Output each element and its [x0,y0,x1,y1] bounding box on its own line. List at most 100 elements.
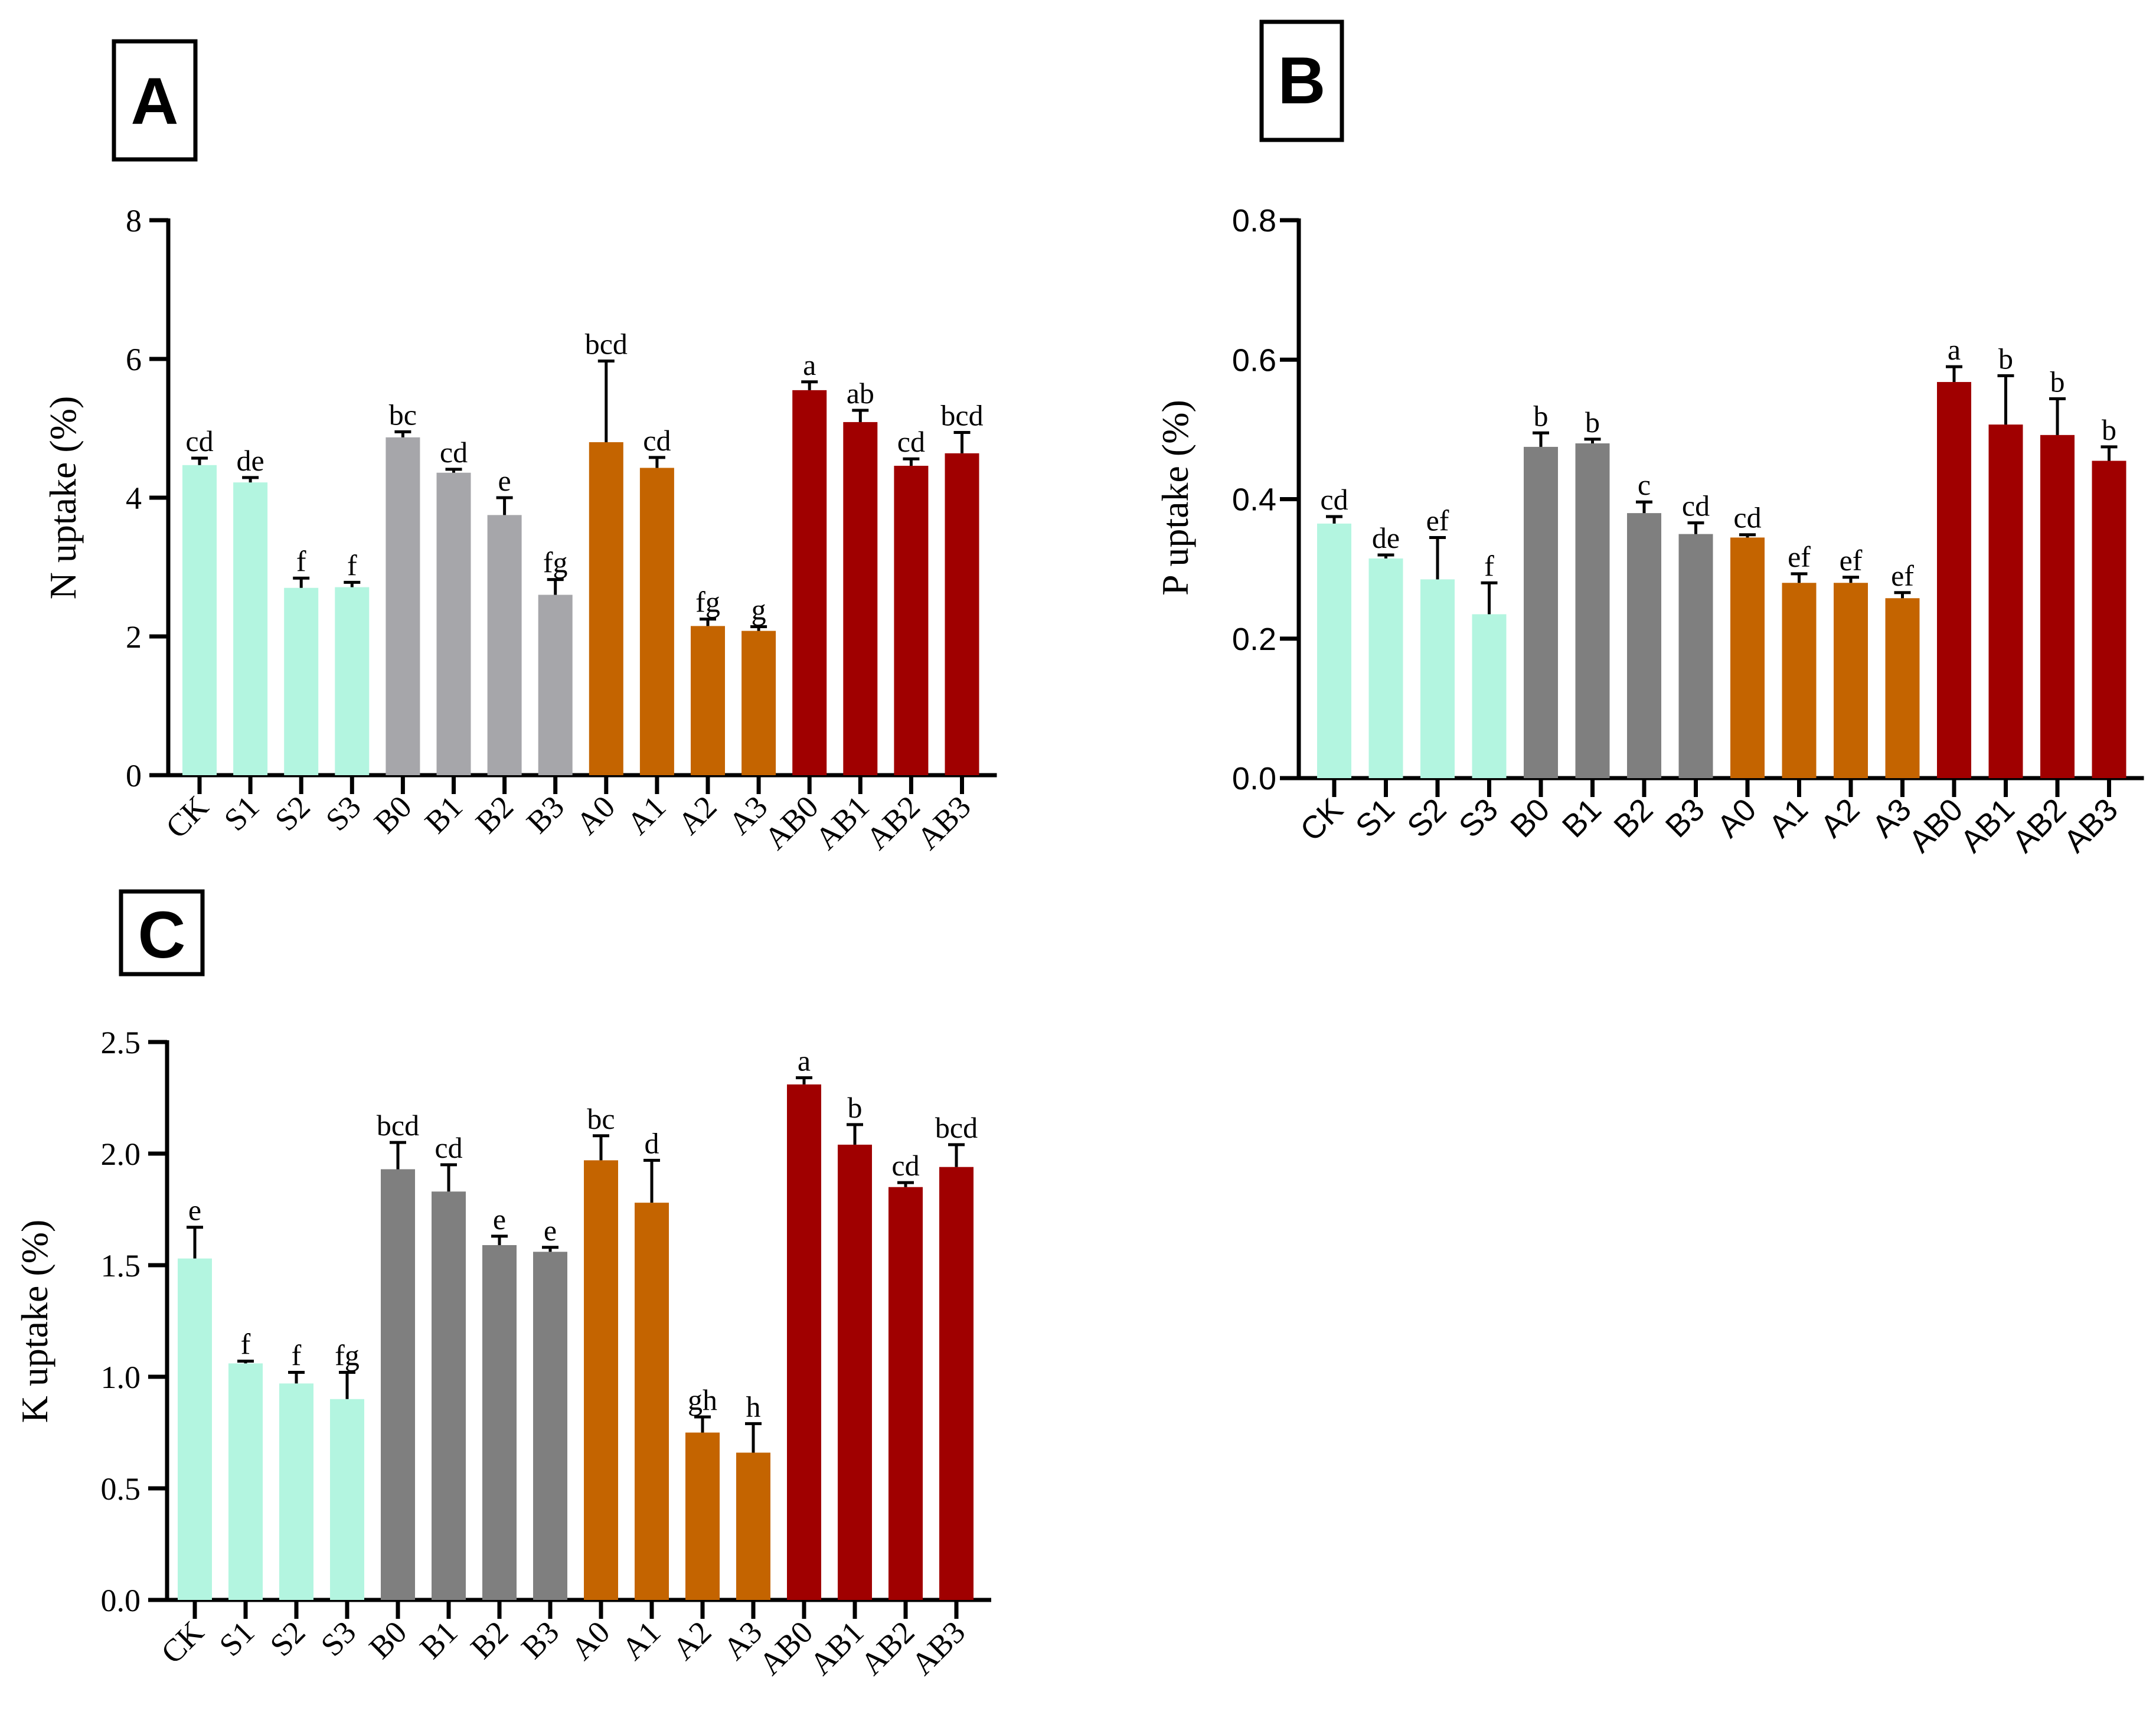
significance-letter: de [236,444,264,477]
panel-label-box [112,39,198,162]
x-tick-label: B1 [413,1614,464,1665]
bar [386,437,420,775]
bar [945,453,979,775]
significance-letter: a [803,348,816,381]
significance-letter: e [493,1203,506,1236]
x-tick-label: S2 [268,789,317,838]
significance-letter: b [1534,399,1549,432]
x-tick-label: B1 [418,789,469,840]
significance-letter: h [746,1390,761,1423]
significance-letter: cd [897,425,925,458]
y-tick-label: 0.4 [1232,482,1276,518]
x-tick-label: B3 [514,1614,566,1665]
bar [1782,583,1817,778]
x-tick-label: A1 [615,1614,667,1667]
panel-A: A N uptake (%) 0 2 4 6 8 cd CK de S1 f S2 f S3 bc B0 cd B1… [42,39,997,857]
x-tick-label: CK [154,1614,210,1670]
panel-label-box [1259,19,1344,142]
x-tick-label: S1 [217,789,266,838]
significance-letter: f [1484,549,1494,582]
bar [182,465,217,775]
bar [533,1252,567,1600]
bar [787,1084,821,1600]
y-tick-label: 4 [126,481,142,516]
y-tick-label: 0.8 [1232,203,1276,239]
bar [888,1187,923,1600]
x-tick-label: AB3 [904,1614,972,1682]
bar [1730,537,1765,778]
significance-letter: cd [1733,501,1761,534]
y-tick-label: 0.5 [101,1471,141,1507]
significance-letter: cd [1682,489,1710,522]
x-tick-label: A0 [1710,792,1763,844]
panel-label-box [119,889,205,976]
panel-label: C [138,898,186,972]
x-tick-label: B2 [469,789,520,840]
y-tick-label: 8 [126,203,142,239]
x-tick-label: B0 [362,1614,413,1665]
x-tick-label: A2 [671,789,723,841]
x-tick-label: A0 [569,789,622,841]
x-tick-label: AB3 [2057,792,2125,860]
bar [1420,579,1455,778]
x-tick-label: A2 [1814,792,1866,844]
bar [1368,558,1403,778]
bar [2040,435,2075,778]
x-tick-label: S2 [1400,792,1453,844]
significance-letter: fg [335,1338,360,1371]
significance-letter: b [848,1091,863,1124]
bar [894,465,929,775]
significance-letter: c [1638,468,1651,501]
bar [1627,513,1661,778]
significance-letter: f [292,1338,302,1371]
significance-letter: ef [1891,559,1914,592]
y-tick-label: 0.2 [1232,622,1276,657]
x-tick-label: A1 [1762,792,1815,844]
x-tick-label: AB2 [2005,792,2073,860]
x-tick-label: AB0 [752,1614,820,1682]
x-tick-label: AB1 [808,789,876,857]
significance-letter: gh [688,1383,717,1416]
y-tick-label: 0.0 [1232,761,1276,796]
significance-letter: cd [1320,483,1348,516]
significance-letter: f [241,1328,251,1361]
x-tick-label: A1 [620,789,672,841]
significance-letter: d [645,1126,659,1160]
panel-label: B [1278,44,1326,117]
bar [381,1169,415,1600]
bar [284,587,319,775]
x-tick-label: AB1 [1954,792,2021,860]
bar [741,631,776,775]
bar [736,1452,770,1600]
panel-B: B P uptake (%) 0.0 0.2 0.4 0.6 0.8 cd CK de S1 ef S2… [1154,19,2144,860]
bar [635,1203,669,1600]
bar [1575,443,1610,778]
bar [691,626,725,775]
x-tick-label: A0 [564,1614,616,1667]
y-axis-label: N uptake (%) [42,396,84,600]
x-tick-label: S1 [213,1614,262,1663]
bar [487,515,522,775]
bar [1885,598,1920,778]
significance-letter: bcd [935,1111,978,1144]
bar [1937,382,1971,778]
significance-letter: cd [891,1149,919,1182]
significance-letter: bc [389,398,417,431]
bar [685,1432,720,1600]
bar [335,587,370,775]
significance-letter: e [544,1214,557,1247]
significance-letter: cd [643,424,671,457]
significance-letter: cd [435,1131,462,1164]
significance-letter: e [188,1194,201,1227]
panel-C: C K uptake (%) 0.0 0.5 1.0 1.5 2.0 2.5 e CK f S1 f S2… [14,889,991,1682]
bar [538,595,573,775]
bar [482,1245,517,1600]
bar [939,1167,974,1600]
significance-letter: b [1585,406,1600,439]
significance-letter: f [296,544,306,577]
significance-letter: cd [185,424,213,458]
significance-letter: fg [543,546,568,579]
x-tick-label: S3 [319,789,368,838]
y-tick-label: 6 [126,342,142,377]
